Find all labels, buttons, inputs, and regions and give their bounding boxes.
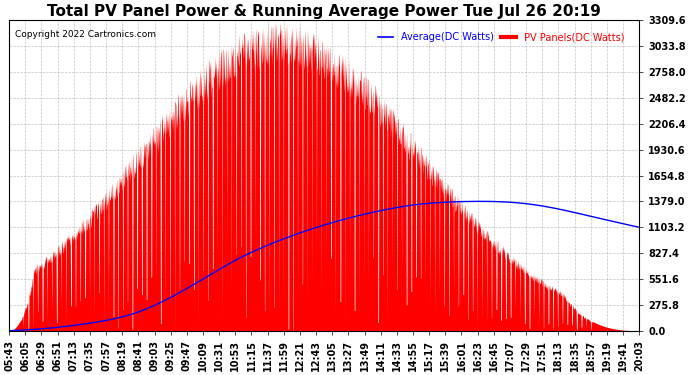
Title: Total PV Panel Power & Running Average Power Tue Jul 26 20:19: Total PV Panel Power & Running Average P… [47,4,601,19]
Text: Copyright 2022 Cartronics.com: Copyright 2022 Cartronics.com [15,30,157,39]
Legend: Average(DC Watts), PV Panels(DC Watts): Average(DC Watts), PV Panels(DC Watts) [375,28,628,46]
